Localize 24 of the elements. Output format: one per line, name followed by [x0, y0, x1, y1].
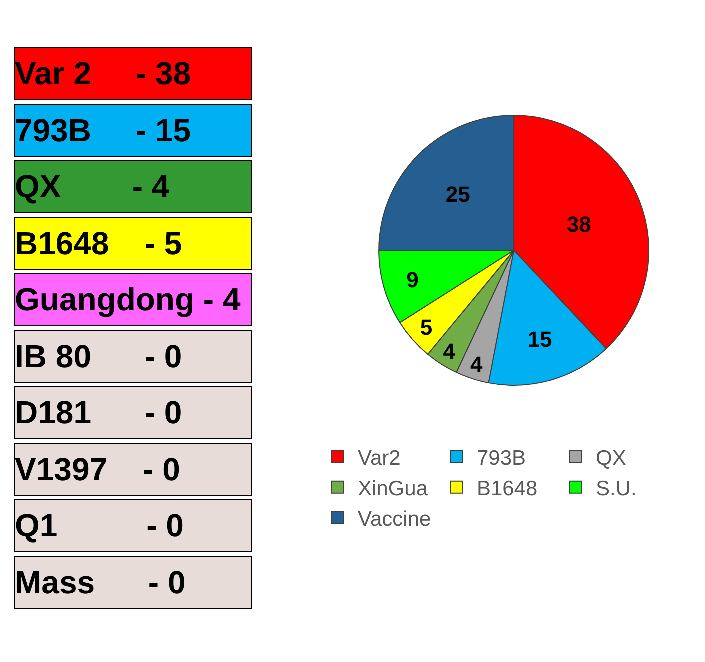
text: Mass - 0 — [15, 564, 186, 600]
text: QX - 4 — [15, 168, 170, 204]
data-label: 15 — [528, 327, 552, 352]
data-label: 5 — [420, 315, 433, 340]
text: Q1 - 0 — [15, 508, 184, 544]
text: 793B - 15 — [15, 112, 192, 148]
legend-label: Vaccine — [358, 508, 432, 531]
legend-label: Var2 — [358, 447, 401, 470]
text: IB 80 - 0 — [15, 338, 182, 374]
data-label: 4 — [470, 352, 484, 378]
text: Var 2 - 38 — [15, 56, 192, 92]
legend-label: S.U. — [596, 478, 637, 501]
legend-label: 793B — [477, 447, 526, 470]
legend-label: QX — [596, 447, 626, 470]
text: B1648 - 5 — [15, 226, 182, 262]
text: Guangdong - 4 — [15, 282, 241, 318]
data-label: 25 — [446, 182, 470, 208]
data-label: 4 — [443, 339, 456, 364]
legend-label: B1648 — [477, 478, 538, 501]
data-label: 38 — [566, 212, 592, 238]
legend-label: XinGua — [358, 478, 428, 501]
text: V1397 - 0 — [15, 452, 180, 488]
text: D181 - 0 — [15, 394, 182, 430]
data-label: 9 — [406, 267, 419, 292]
